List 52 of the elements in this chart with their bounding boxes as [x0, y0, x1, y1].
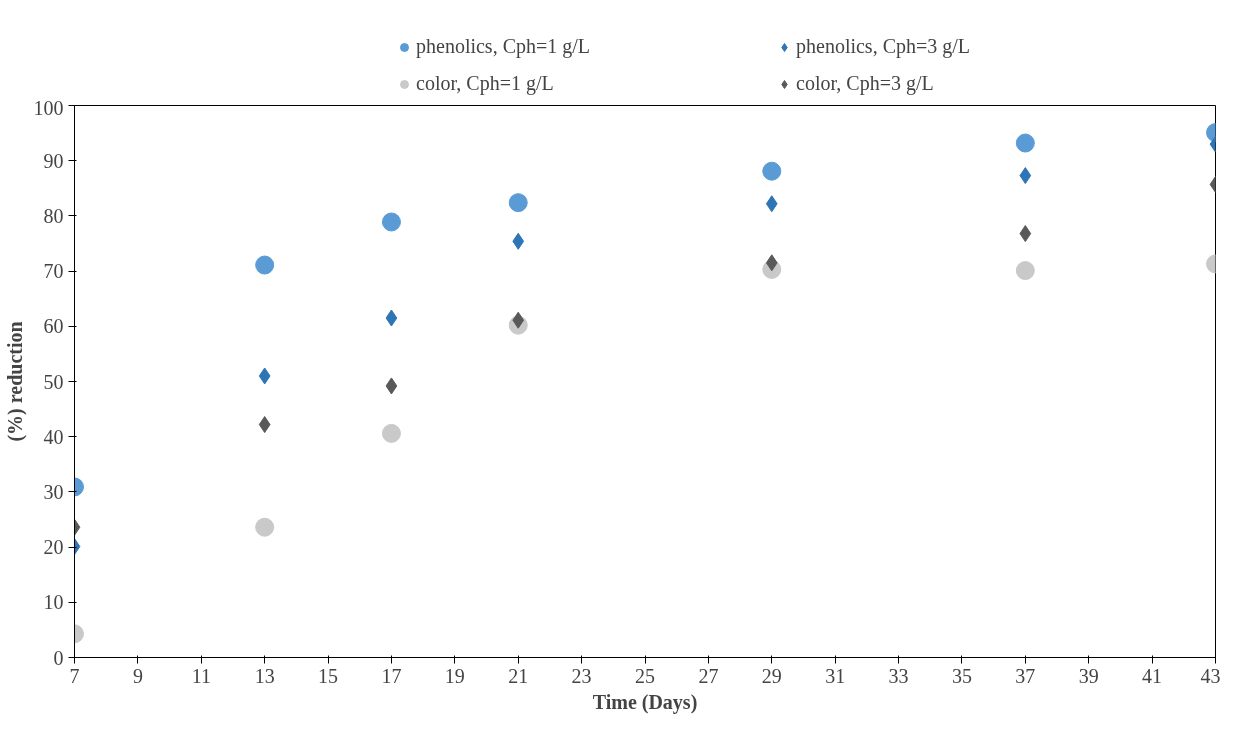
x-tick-label: 39: [1078, 664, 1099, 687]
legend-label: color, Cph=3 g/L: [796, 72, 934, 95]
legend-label: color, Cph=1 g/L: [416, 72, 554, 95]
y-tick-label: 70: [43, 260, 64, 283]
point: [1015, 261, 1035, 281]
legend-label: phenolics, Cph=3 g/L: [796, 35, 971, 58]
x-tick-label: 27: [698, 664, 719, 687]
point: [385, 309, 398, 327]
x-tick-label: 15: [318, 664, 339, 687]
x-tick-label: 23: [571, 664, 592, 687]
point: [765, 195, 778, 213]
y-tick-label: 30: [43, 480, 64, 503]
y-tick-label: 90: [43, 149, 64, 172]
point: [255, 517, 275, 537]
x-tick-label: 17: [381, 664, 402, 687]
x-axis-title: Time (Days): [592, 690, 698, 714]
point: [512, 232, 525, 250]
x-tick-label: 21: [508, 664, 529, 687]
y-tick-label: 50: [43, 370, 64, 393]
x-tick-label: 19: [444, 664, 465, 687]
y-tick-label: 100: [33, 96, 64, 119]
point: [1015, 133, 1035, 153]
point: [381, 423, 401, 443]
point: [508, 193, 528, 213]
x-tick-label: 41: [1142, 664, 1163, 687]
point: [385, 377, 398, 395]
point: [512, 311, 525, 329]
x-tick-label: 31: [825, 664, 846, 687]
x-tick-label: 11: [191, 664, 211, 687]
point: [258, 367, 271, 385]
x-tick-label: 9: [132, 664, 143, 687]
y-axis-title: (%) reduction: [3, 321, 27, 442]
x-tick-label: 43: [1200, 664, 1221, 687]
y-tick-label: 40: [43, 425, 64, 448]
x-tick-label: 25: [635, 664, 655, 687]
x-tick-label: 29: [761, 664, 782, 687]
point: [762, 161, 782, 181]
y-tick-label: 10: [43, 591, 64, 614]
x-tick-label: 13: [254, 664, 275, 687]
y-tick-label: 80: [43, 204, 64, 227]
point: [381, 212, 401, 232]
x-tick-label: 35: [951, 664, 972, 687]
y-tick-label: 60: [43, 315, 64, 338]
y-tick-label: 20: [43, 536, 64, 559]
x-tick-label: 7: [69, 664, 80, 687]
x-tick-label: 37: [1015, 664, 1036, 687]
x-tick-label: 33: [888, 664, 909, 687]
y-tick-label: 0: [53, 646, 64, 669]
point: [255, 255, 275, 275]
legend-label: phenolics, Cph=1 g/L: [416, 35, 591, 58]
point: [765, 254, 778, 272]
point: [258, 416, 271, 434]
